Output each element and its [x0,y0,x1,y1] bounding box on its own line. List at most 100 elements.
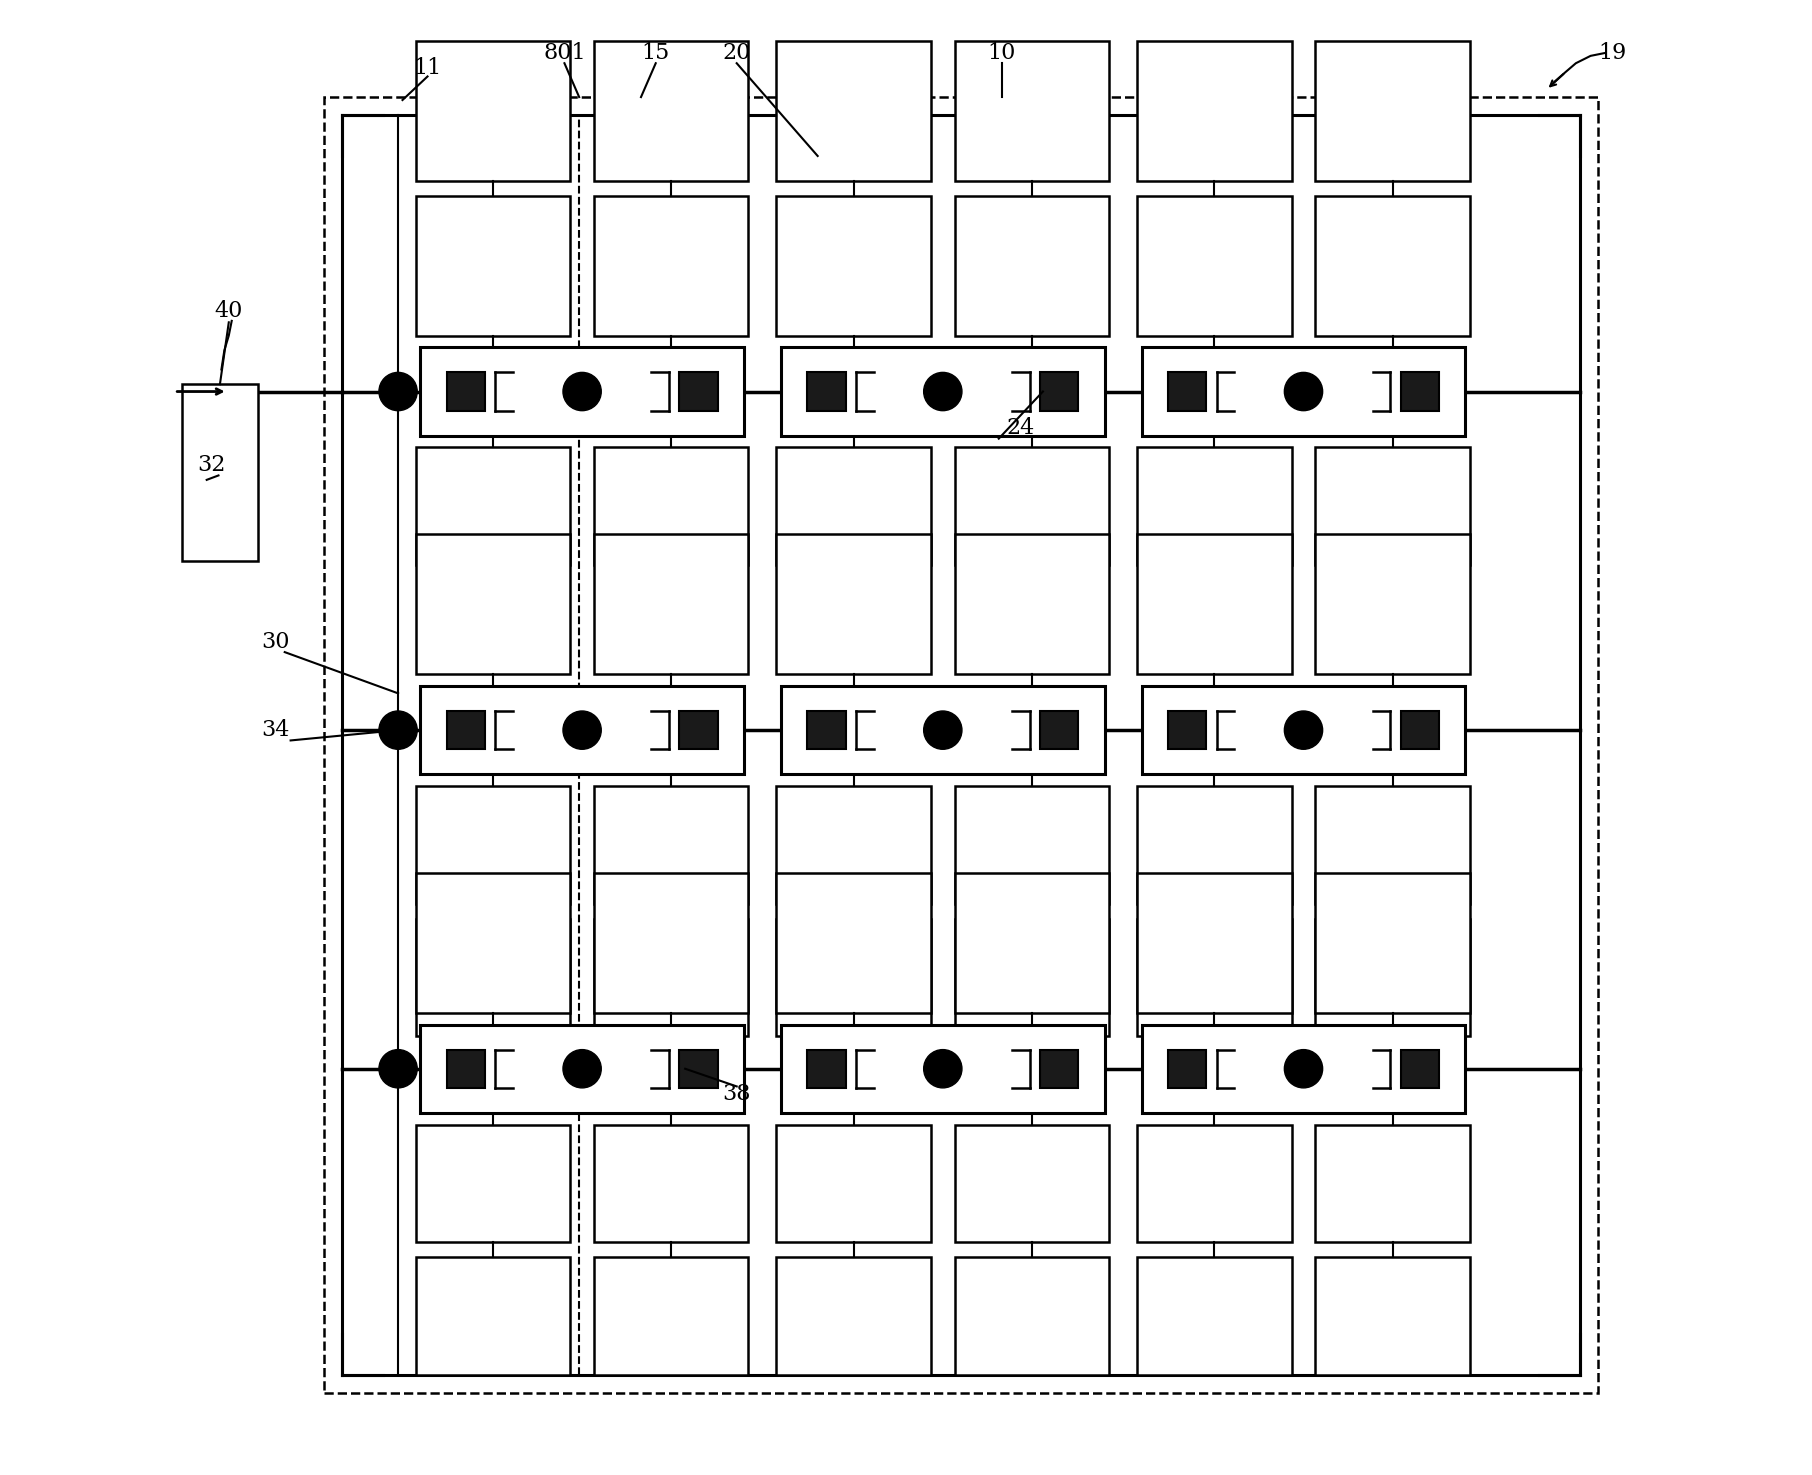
Bar [1316,873,1470,1013]
Bar [1040,372,1078,410]
Bar [777,196,931,336]
Bar [1138,1125,1292,1242]
Bar [1040,1050,1078,1089]
Bar [680,1050,718,1089]
Bar [1316,534,1470,674]
Text: 19: 19 [1598,41,1627,63]
Bar [1138,196,1292,336]
Text: 40: 40 [214,299,243,322]
Bar [1401,1050,1439,1089]
Text: 30: 30 [261,631,290,653]
Bar [808,1050,846,1089]
Bar [415,1125,571,1242]
Bar [594,534,748,674]
Bar [955,41,1109,181]
Bar [420,347,745,435]
Bar [415,41,571,181]
Bar [415,786,571,904]
Bar [680,372,718,410]
Bar [1138,1257,1292,1375]
Bar [594,919,748,1037]
Bar [420,686,745,774]
Bar [594,41,748,181]
Bar [420,1025,745,1114]
Bar [1316,1257,1470,1375]
Bar [1401,711,1439,749]
Bar [777,534,931,674]
Text: 38: 38 [723,1083,750,1105]
Circle shape [924,372,962,410]
Bar [1142,347,1466,435]
Bar [415,534,571,674]
Bar [777,873,931,1013]
Bar [594,1257,748,1375]
Bar [777,919,931,1037]
Circle shape [564,1050,602,1089]
Bar [777,447,931,565]
Circle shape [379,372,417,410]
Bar [955,919,1109,1037]
Bar [781,686,1105,774]
Bar [415,196,571,336]
Text: 801: 801 [544,41,585,63]
Circle shape [379,1050,417,1089]
Bar [777,786,931,904]
Bar [1142,1025,1466,1114]
Bar [955,1125,1109,1242]
Bar [1138,534,1292,674]
Bar [777,41,931,181]
Bar [777,1125,931,1242]
Text: 24: 24 [1007,417,1035,440]
Text: 20: 20 [723,41,750,63]
Circle shape [1285,1050,1323,1089]
Bar [181,384,259,560]
Bar [1401,372,1439,410]
Bar [448,711,486,749]
Bar [1316,786,1470,904]
Bar [680,711,718,749]
Bar [955,447,1109,565]
Bar [1169,372,1207,410]
Bar [1169,711,1207,749]
Text: 32: 32 [198,454,225,476]
Bar [1138,786,1292,904]
Circle shape [1285,711,1323,749]
Bar [342,115,1580,1375]
Bar [1138,873,1292,1013]
Bar [415,447,571,565]
Bar [1316,196,1470,336]
Bar [1316,41,1470,181]
Text: 11: 11 [413,56,442,78]
Bar [1138,41,1292,181]
Bar [594,447,748,565]
Bar [808,711,846,749]
Bar [955,534,1109,674]
Bar [324,97,1598,1392]
Bar [808,372,846,410]
Bar [594,873,748,1013]
Text: 10: 10 [988,41,1017,63]
Bar [781,1025,1105,1114]
Bar [1316,447,1470,565]
Text: 34: 34 [261,720,290,740]
Bar [594,196,748,336]
Circle shape [564,711,602,749]
Bar [1316,1125,1470,1242]
Bar [415,873,571,1013]
Bar [777,1257,931,1375]
Bar [781,347,1105,435]
Bar [955,786,1109,904]
Circle shape [924,711,962,749]
Bar [1040,711,1078,749]
Circle shape [1285,372,1323,410]
Bar [1138,919,1292,1037]
Bar [594,786,748,904]
Bar [415,1257,571,1375]
Bar [448,1050,486,1089]
Circle shape [564,372,602,410]
Circle shape [924,1050,962,1089]
Circle shape [379,711,417,749]
Bar [1142,686,1466,774]
Bar [594,1125,748,1242]
Bar [1138,447,1292,565]
